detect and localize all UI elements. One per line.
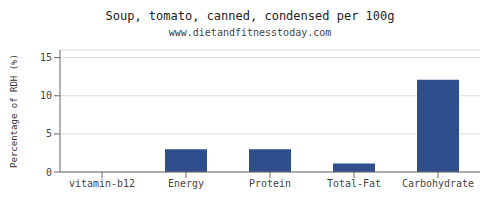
svg-text:Protein: Protein — [249, 178, 291, 189]
html-text:Soup, tomato, canned, condense: Soup, tomato, canned, condensed per 100g — [105, 9, 395, 23]
html-text:www.dietandfitnesstoday.com: www.dietandfitnesstoday.com — [168, 27, 332, 38]
svg-text:0: 0 — [46, 167, 52, 178]
svg-text:vitamin-b12: vitamin-b12 — [69, 178, 135, 189]
svg-text:5: 5 — [46, 128, 52, 139]
svg-text:10: 10 — [40, 90, 52, 101]
svg-text:Percentage of RDH (%): Percentage of RDH (%) — [9, 54, 19, 168]
svg-text:Carbohydrate: Carbohydrate — [402, 178, 474, 189]
svg-text:Total-Fat: Total-Fat — [327, 178, 381, 189]
svg-text:15: 15 — [40, 52, 52, 63]
svg-text:Energy: Energy — [168, 178, 204, 189]
